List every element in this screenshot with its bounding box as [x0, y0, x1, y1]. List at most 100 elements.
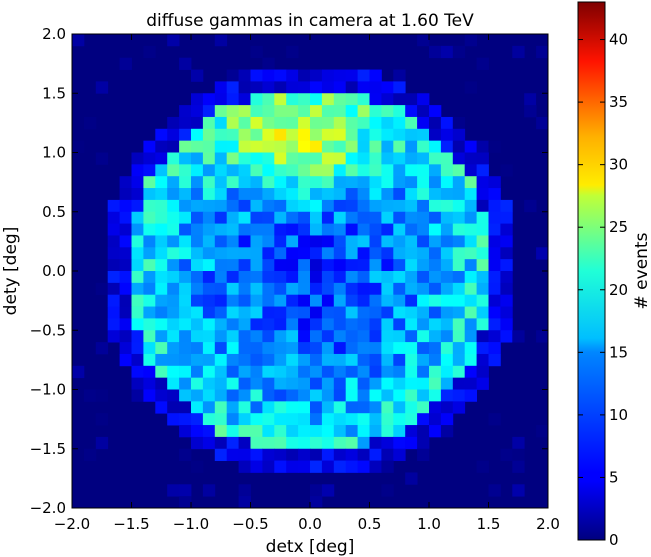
heatmap-cell: [417, 353, 430, 367]
heatmap-cell: [262, 69, 275, 82]
heatmap-cell: [298, 448, 311, 461]
heatmap-cell: [476, 365, 489, 379]
heatmap-cell: [238, 152, 251, 165]
heatmap-cell: [143, 282, 156, 296]
heatmap-cell: [393, 401, 406, 414]
heatmap-cell: [369, 413, 382, 426]
heatmap-cell: [417, 448, 430, 461]
heatmap-cell: [202, 306, 216, 319]
heatmap-cell: [238, 448, 251, 461]
heatmap-cell: [333, 389, 347, 402]
heatmap-cell: [440, 116, 454, 130]
heatmap-cell: [417, 318, 430, 331]
heatmap-cell: [286, 199, 299, 213]
heatmap-cell: [274, 69, 287, 82]
heatmap-cell: [345, 81, 358, 94]
heatmap-cell: [381, 389, 394, 402]
heatmap-cell: [119, 247, 132, 260]
heatmap-cell: [417, 425, 430, 438]
heatmap-cell: [179, 342, 192, 355]
heatmap-cell: [298, 294, 311, 307]
heatmap-cell: [155, 330, 168, 343]
heatmap-cell: [202, 199, 216, 213]
heatmap-cell: [298, 211, 311, 224]
heatmap-cell: [333, 282, 347, 296]
heatmap-cell: [298, 401, 311, 414]
heatmap-cell: [369, 69, 382, 82]
heatmap-cell: [369, 377, 382, 390]
heatmap-cell: [512, 460, 525, 473]
heatmap-cell: [476, 223, 489, 236]
heatmap-cell: [452, 211, 466, 224]
heatmap-cell: [310, 484, 323, 497]
heatmap-cell: [452, 128, 466, 142]
heatmap-cell: [107, 199, 120, 213]
heatmap-cell: [250, 448, 263, 461]
heatmap-cell: [429, 306, 442, 319]
heatmap-cell: [429, 294, 442, 307]
heatmap-cell: [429, 425, 442, 438]
heatmap-cell: [357, 436, 370, 450]
heatmap-cell: [464, 164, 477, 177]
heatmap-cell: [345, 259, 358, 272]
heatmap-cell: [321, 116, 335, 130]
heatmap-cell: [286, 93, 299, 106]
heatmap-cell: [417, 211, 430, 224]
heatmap-cell: [262, 223, 275, 236]
heatmap-cell: [155, 211, 168, 224]
y-tick-label: 1.5: [42, 84, 66, 102]
heatmap-cell: [345, 401, 358, 414]
colorbar-axis: 0 5 10 15 20 25 30 35 40: [578, 31, 628, 549]
heatmap-cell: [155, 294, 168, 307]
heatmap-cell: [333, 152, 347, 165]
heatmap-cell: [250, 152, 263, 165]
heatmap-cell: [440, 152, 454, 165]
heatmap-cell: [345, 365, 358, 379]
heatmap-cell: [429, 211, 442, 224]
heatmap-cell: [512, 330, 525, 343]
colorbar-tick-label: 15: [609, 343, 628, 361]
heatmap-cell: [179, 294, 192, 307]
heatmap-cell: [369, 448, 382, 461]
heatmap-cell: [429, 116, 442, 130]
heatmap-cell: [131, 353, 144, 367]
heatmap-cell: [405, 365, 418, 379]
heatmap-cell: [393, 164, 406, 177]
heatmap-cell: [429, 259, 442, 272]
heatmap-cell: [417, 93, 430, 106]
heatmap-cell: [369, 152, 382, 165]
heatmap-cell: [345, 436, 358, 450]
heatmap-cell: [345, 152, 358, 165]
heatmap-cell: [345, 223, 358, 236]
heatmap-cell: [274, 259, 287, 272]
heatmap-cell: [155, 353, 168, 367]
heatmap-cell: [381, 93, 394, 106]
heatmap-cell: [95, 389, 109, 402]
heatmap-cell: [226, 152, 239, 165]
x-axis-label: detx [deg]: [266, 537, 355, 557]
heatmap-cell: [310, 425, 323, 438]
heatmap-cell: [369, 401, 382, 414]
heatmap-cell: [405, 271, 418, 284]
heatmap-cell: [381, 401, 394, 414]
heatmap-cell: [536, 330, 549, 343]
heatmap-cell: [381, 306, 394, 319]
heatmap-cell: [524, 105, 537, 118]
heatmap-cell: [452, 45, 466, 59]
heatmap-cell: [381, 105, 394, 118]
heatmap-cell: [167, 282, 180, 296]
heatmap-cell: [274, 105, 287, 118]
heatmap-cell: [333, 271, 347, 284]
heatmap-cell: [202, 318, 216, 331]
heatmap-cell: [417, 152, 430, 165]
heatmap-cell: [298, 223, 311, 236]
heatmap-cell: [238, 460, 251, 473]
heatmap-cell: [452, 116, 466, 130]
heatmap-cell: [345, 425, 358, 438]
heatmap-cell: [381, 353, 394, 367]
heatmap-cell: [167, 306, 180, 319]
heatmap-cell: [488, 259, 501, 272]
heatmap-cell: [417, 223, 430, 236]
heatmap-cell: [298, 69, 311, 82]
heatmap-cell: [357, 140, 370, 153]
